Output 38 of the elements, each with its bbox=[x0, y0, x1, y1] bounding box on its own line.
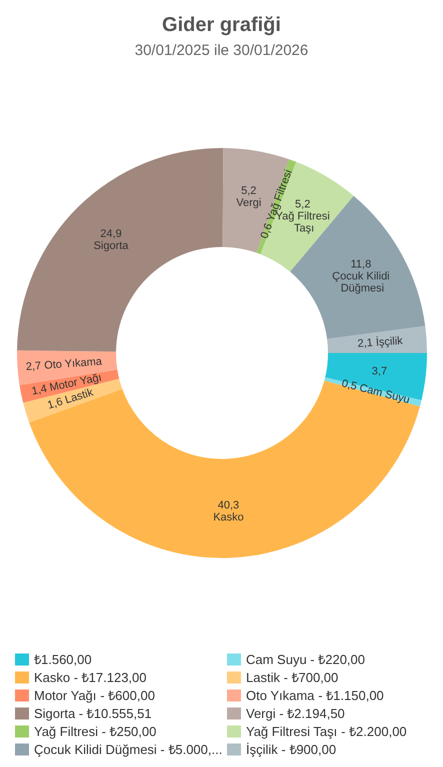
text: - ₺220,00 bbox=[310, 652, 366, 667]
chart-title: Gider grafiği bbox=[162, 14, 281, 36]
legend-label: Vergi bbox=[246, 706, 276, 721]
text: 2,1 İşçilik bbox=[357, 335, 404, 350]
data-label: 40,3 bbox=[218, 499, 240, 512]
data-label: 5,2 bbox=[241, 184, 256, 197]
slice-label: Çocuk Kilidi Düğmesi bbox=[332, 270, 390, 295]
slice-label: Sigorta bbox=[94, 240, 130, 252]
data-label: 5,2 bbox=[295, 198, 310, 211]
text: - ₺2.194,50 bbox=[279, 706, 345, 721]
legend-label: Lastik bbox=[246, 670, 280, 685]
text: - ₺17.123,00 bbox=[74, 670, 147, 685]
text: - ₺5.000,... bbox=[160, 742, 222, 757]
data-label: 24,9 bbox=[100, 228, 122, 240]
data-label: 11,8 bbox=[350, 258, 372, 271]
slice-label: Vergi bbox=[236, 196, 262, 209]
chart-subtitle: 30/01/2025 ile 30/01/2026 bbox=[134, 42, 308, 59]
legend-label: Sigorta bbox=[34, 706, 76, 721]
legend-label: Kasko bbox=[34, 670, 70, 685]
legend-label: Oto Yıkama bbox=[246, 688, 316, 703]
text: - ₺1.150,00 bbox=[318, 688, 384, 703]
legend-label: Yağ Filtresi Taşı bbox=[246, 724, 338, 739]
legend-label: Motor Yağı bbox=[34, 688, 96, 703]
text: - ₺900,00 bbox=[281, 742, 336, 757]
text: 0,5 Cam Suyu bbox=[340, 378, 411, 406]
legend-label: Çocuk Kilidi Düğmesi bbox=[34, 742, 157, 757]
text: - ₺250,00 bbox=[102, 724, 156, 739]
legend-label: İşçilik bbox=[246, 742, 278, 757]
legend-label: Yağ Filtresi bbox=[34, 724, 98, 739]
data-label: 3,7 bbox=[372, 365, 388, 378]
text: ₺1.560,00 bbox=[34, 652, 92, 667]
text: - ₺600,00 bbox=[100, 688, 155, 703]
text: - ₺700,00 bbox=[284, 670, 338, 685]
legend-label: Cam Suyu bbox=[246, 652, 307, 667]
text: - ₺2.200,00 bbox=[341, 724, 407, 739]
text: - ₺10.555,51 bbox=[78, 706, 152, 721]
slice-label: Kasko bbox=[213, 511, 244, 524]
text: 2,7 Oto Yıkama bbox=[26, 356, 102, 374]
